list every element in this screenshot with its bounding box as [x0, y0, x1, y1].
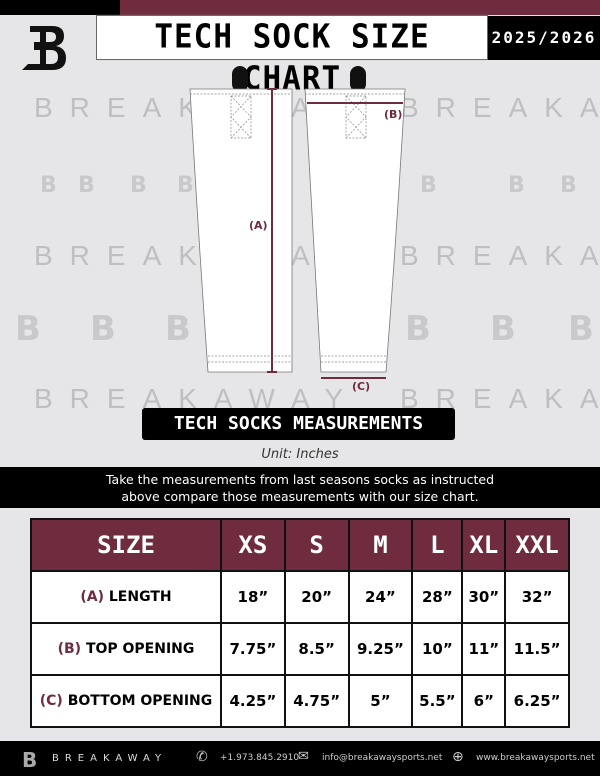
row-label: (A) LENGTH	[30, 570, 222, 624]
cell: 10”	[411, 622, 464, 676]
row-label: (B) TOP OPENING	[30, 622, 222, 676]
footer-phone[interactable]: +1.973.845.2910	[220, 753, 300, 763]
top-opening-label: (B)	[384, 108, 402, 121]
table-header-row: SIZE XS S M L XL XXL	[30, 518, 570, 572]
table-row-top-opening: (B) TOP OPENING 7.75” 8.5” 9.25” 10” 11” 11.5…	[30, 622, 570, 676]
top-maroon-bar	[120, 0, 600, 15]
svg-text:B: B	[560, 173, 577, 198]
row-label-text: BOTTOM OPENING	[67, 693, 213, 709]
row-tag: (C)	[39, 693, 63, 709]
cell: 11.5”	[504, 622, 570, 676]
size-m: M	[347, 518, 414, 572]
cell: 6.25”	[504, 674, 570, 728]
season-label: 2025/2026	[488, 16, 600, 60]
cell: 28”	[411, 570, 464, 624]
unit-label: Unit: Inches	[261, 447, 339, 462]
cell: 9.25”	[347, 622, 414, 676]
instructions-band: Take the measurements from last seasons …	[0, 467, 600, 508]
row-tag: (A)	[80, 589, 105, 605]
row-tag: (B)	[57, 641, 82, 657]
cell: 5”	[347, 674, 414, 728]
footer-website[interactable]: www.breakawaysports.net	[476, 753, 595, 763]
size-xl: XL	[461, 518, 507, 572]
size-header: SIZE	[30, 518, 222, 572]
table-row-length: (A) LENGTH 18” 20” 24” 28” 30” 32”	[30, 570, 570, 624]
mail-icon: ✉	[298, 749, 309, 764]
cell: 18”	[220, 570, 286, 624]
footer-email[interactable]: info@breakawaysports.net	[322, 753, 443, 763]
page-title: TECH SOCK SIZE CHART	[96, 14, 488, 98]
cell: 11”	[461, 622, 507, 676]
cell: 20”	[283, 570, 350, 624]
table-row-bottom-opening: (C) BOTTOM OPENING 4.25” 4.75” 5” 5.5” 6” 6.2…	[30, 674, 570, 728]
svg-text:B: B	[90, 309, 116, 349]
size-xs: XS	[220, 518, 286, 572]
globe-icon: ⊕	[452, 749, 464, 765]
bottom-opening-label: (C)	[352, 380, 370, 393]
size-chart-table: SIZE XS S M L XL XXL (A) LENGTH 18” 20” 24…	[30, 518, 570, 728]
svg-text:B: B	[78, 173, 95, 198]
row-label: (C) BOTTOM OPENING	[30, 674, 222, 728]
size-xxl: XXL	[504, 518, 570, 572]
svg-text:B: B	[490, 309, 516, 349]
instructions-text: Take the measurements from last seasons …	[105, 472, 495, 504]
svg-text:B: B	[568, 309, 594, 349]
svg-text:B: B	[40, 173, 57, 198]
cell: 5.5”	[411, 674, 464, 728]
cell: 24”	[347, 570, 414, 624]
cell: 32”	[504, 570, 570, 624]
watermark: BREAKAWAY	[400, 92, 600, 123]
row-label-text: LENGTH	[108, 589, 172, 605]
row-label-text: TOP OPENING	[85, 641, 195, 657]
footer-logo-icon: B	[22, 748, 38, 772]
svg-text:B: B	[15, 309, 41, 349]
cell: 4.75”	[283, 674, 350, 728]
size-l: L	[411, 518, 464, 572]
phone-icon: ✆	[196, 749, 208, 765]
size-s: S	[283, 518, 350, 572]
svg-text:B: B	[420, 173, 437, 198]
footer: B BREAKAWAY ✆ +1.973.845.2910 ✉ info@bre…	[0, 741, 600, 776]
length-label: (A)	[249, 219, 268, 232]
footer-brand: BREAKAWAY	[52, 753, 168, 764]
svg-text:B: B	[130, 173, 147, 198]
cell: 8.5”	[283, 622, 350, 676]
cell: 4.25”	[220, 674, 286, 728]
breakaway-logo	[22, 26, 66, 70]
watermark: BREAKAWAY	[400, 240, 600, 271]
svg-text:B: B	[405, 309, 431, 349]
svg-text:B: B	[177, 173, 194, 198]
svg-text:B: B	[165, 309, 191, 349]
measurements-title: TECH SOCKS MEASUREMENTS	[142, 408, 455, 440]
top-black-bar	[0, 0, 120, 15]
cell: 30”	[461, 570, 507, 624]
svg-text:B: B	[508, 173, 525, 198]
cell: 6”	[461, 674, 507, 728]
cell: 7.75”	[220, 622, 286, 676]
